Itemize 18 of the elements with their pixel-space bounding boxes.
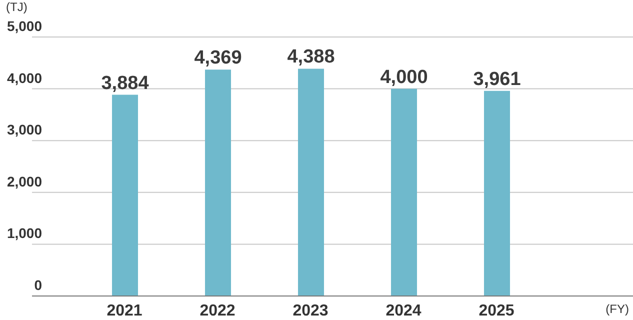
y-axis-title: (TJ) xyxy=(6,0,28,14)
y-tick-label: 3,000 xyxy=(6,122,42,138)
y-tick-label: 0 xyxy=(34,277,42,293)
y-tick-label: 1,000 xyxy=(6,225,42,242)
y-tick-label: 5,000 xyxy=(6,18,42,34)
x-tick-label: 2022 xyxy=(200,302,236,320)
y-tick-label: 2,000 xyxy=(6,173,42,190)
data-label: 4,388 xyxy=(287,46,335,68)
data-label: 4,000 xyxy=(380,66,428,88)
text: (FY) xyxy=(606,302,629,316)
x-tick-label: 2021 xyxy=(106,302,142,320)
data-label: 3,884 xyxy=(101,72,150,94)
x-tick-label: 2024 xyxy=(386,302,422,320)
y-tick-label: 4,000 xyxy=(6,70,42,86)
x-tick-label: 2025 xyxy=(478,302,514,320)
x-tick-label: 2023 xyxy=(292,302,328,320)
data-label: 3,961 xyxy=(473,68,522,90)
data-label: 4,369 xyxy=(194,48,242,69)
